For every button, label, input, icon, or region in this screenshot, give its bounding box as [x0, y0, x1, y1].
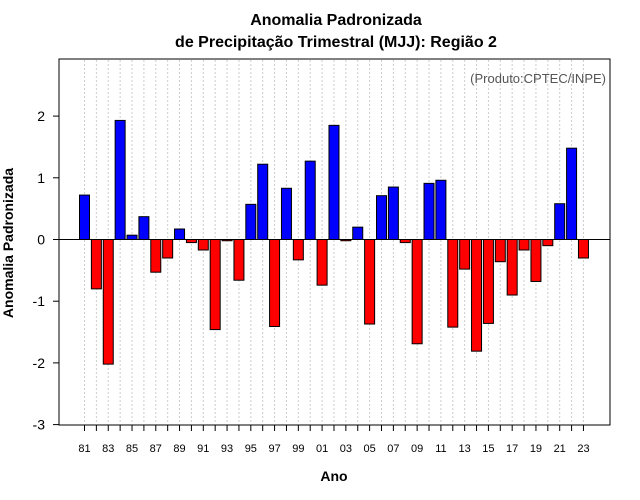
bar-2017	[506, 239, 518, 296]
x-tick-label: 17	[506, 443, 518, 455]
x-tick-label: 81	[78, 443, 90, 455]
bar-1998	[280, 187, 292, 240]
bar-2009	[411, 239, 423, 345]
bar-2012	[447, 239, 459, 328]
bar-1994	[233, 239, 245, 281]
y-tick-label: 0	[37, 232, 45, 248]
bar-2008	[399, 239, 411, 244]
bar-1996	[257, 163, 269, 240]
credit-text: (Produto:CPTEC/INPE)	[470, 71, 606, 86]
bar-2003	[340, 239, 352, 242]
bar-1983	[102, 239, 114, 365]
bars-group	[79, 119, 589, 365]
bar-2006	[376, 195, 387, 240]
bar-1987	[150, 239, 162, 273]
bar-2000	[304, 160, 316, 241]
bar-1992	[209, 239, 221, 331]
bar-2020	[542, 239, 554, 247]
chart-title-line1: Anomalia Padronizada	[250, 12, 422, 29]
bar-2013	[459, 239, 471, 270]
y-axis-label: Anomalia Padronizada	[0, 168, 16, 318]
x-tick-label: 15	[482, 443, 494, 455]
bar-2004	[352, 226, 364, 241]
bar-1986	[138, 216, 150, 241]
x-tick-label: 87	[150, 443, 162, 455]
bar-1990	[185, 239, 197, 244]
y-tick-label: -3	[33, 417, 46, 433]
bar-1995	[245, 203, 257, 240]
x-axis-label: Ano	[320, 468, 347, 484]
x-tick-label: 85	[126, 443, 138, 455]
bar-2014	[471, 239, 483, 352]
bar-2010	[423, 182, 435, 240]
chart-title-line2: de Precipitação Trimestral (MJJ): Região…	[175, 34, 497, 51]
bar-1989	[174, 228, 186, 241]
bar-2005	[364, 239, 376, 325]
x-tick-label: 01	[316, 443, 328, 455]
bar-2019	[530, 239, 542, 282]
bar-2022	[566, 147, 578, 241]
bar-1999	[292, 239, 304, 261]
x-tick-label: 05	[363, 443, 375, 455]
x-tick-label: 99	[292, 443, 304, 455]
x-axis: 81 83 85 87 89 91 93 95 97 99 01 03 05 07 09 11 13 15 17 19…	[78, 425, 590, 455]
bar-1982	[90, 239, 102, 290]
x-tick-label: 83	[102, 443, 114, 455]
x-tick-label: 89	[173, 443, 185, 455]
bar-1985	[126, 234, 138, 240]
bar-1997	[269, 239, 281, 327]
bar-2016	[494, 239, 506, 263]
bar-1981	[79, 194, 90, 241]
bar-2011	[435, 179, 447, 241]
x-tick-label: 07	[387, 443, 399, 455]
x-tick-label: 13	[459, 443, 471, 455]
bar-2021	[554, 203, 566, 241]
bar-2015	[482, 239, 494, 324]
x-tick-label: 23	[577, 443, 589, 455]
bar-2002	[328, 124, 340, 240]
x-tick-label: 97	[268, 443, 280, 455]
x-tick-label: 93	[221, 443, 233, 455]
y-tick-label: 1	[37, 170, 45, 186]
bar-1984	[114, 119, 126, 240]
bar-1988	[162, 239, 174, 259]
bar-1991	[197, 239, 209, 251]
x-tick-label: 09	[411, 443, 423, 455]
bar-2007	[387, 186, 399, 240]
y-axis: -3 -2 -1 0 1 2	[33, 108, 59, 433]
x-tick-label: 95	[245, 443, 257, 455]
y-tick-label: -1	[33, 293, 46, 309]
x-tick-label: 11	[435, 443, 446, 455]
x-tick-label: 21	[554, 443, 566, 455]
bar-2023	[577, 239, 589, 259]
y-tick-label: -2	[33, 355, 46, 371]
x-tick-label: 03	[340, 443, 352, 455]
x-tick-label: 91	[197, 443, 209, 455]
y-tick-label: 2	[37, 108, 45, 124]
bar-2001	[316, 239, 328, 286]
bar-1993	[221, 239, 233, 242]
bar-2018	[518, 239, 530, 251]
x-tick-label: 19	[530, 443, 542, 455]
